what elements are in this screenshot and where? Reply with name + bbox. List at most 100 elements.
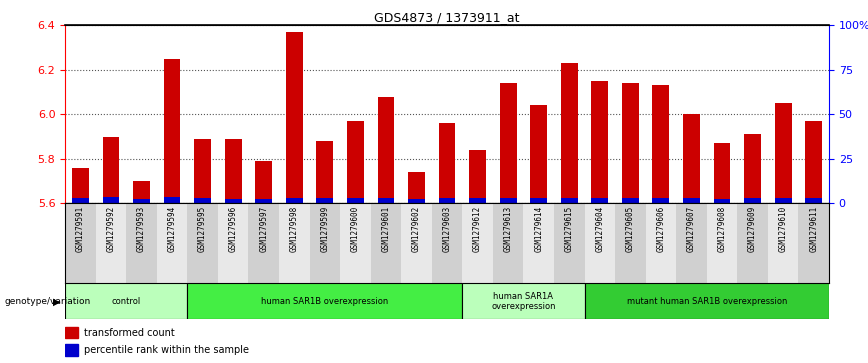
Bar [401, 203, 431, 283]
Bar [683, 114, 700, 203]
Bar [470, 199, 486, 203]
Text: GSM1279595: GSM1279595 [198, 206, 207, 252]
Bar [554, 203, 584, 283]
Text: GSM1279609: GSM1279609 [748, 206, 757, 252]
Text: GSM1279615: GSM1279615 [565, 206, 574, 252]
Text: control: control [112, 297, 141, 306]
Bar [194, 139, 211, 203]
Bar [713, 199, 730, 203]
Bar [347, 199, 364, 203]
Bar [279, 203, 310, 283]
Bar [530, 199, 547, 203]
Text: GSM1279608: GSM1279608 [718, 206, 727, 252]
Bar [133, 199, 150, 203]
Text: GSM1279603: GSM1279603 [443, 206, 451, 252]
Text: GSM1279604: GSM1279604 [595, 206, 604, 252]
Text: GSM1279614: GSM1279614 [534, 206, 543, 252]
Text: GSM1279610: GSM1279610 [779, 206, 787, 252]
Bar [799, 203, 829, 283]
Bar [737, 203, 768, 283]
Bar [225, 199, 241, 203]
Bar [622, 199, 639, 203]
Text: GSM1279597: GSM1279597 [260, 206, 268, 252]
Bar [463, 203, 493, 283]
Bar [248, 203, 279, 283]
Bar [286, 32, 303, 203]
Bar [775, 198, 792, 203]
Bar [500, 198, 516, 203]
Bar [707, 203, 737, 283]
Bar [65, 283, 187, 319]
Bar [378, 198, 394, 203]
Bar [255, 199, 272, 203]
Bar [225, 139, 241, 203]
Text: GSM1279602: GSM1279602 [412, 206, 421, 252]
Text: GSM1279607: GSM1279607 [687, 206, 696, 252]
Bar [371, 203, 401, 283]
Bar [463, 283, 584, 319]
Bar [584, 283, 829, 319]
Bar [408, 199, 424, 203]
Bar [561, 198, 577, 203]
Bar [72, 168, 89, 203]
Text: GSM1279598: GSM1279598 [290, 206, 299, 252]
Bar [378, 97, 394, 203]
Title: GDS4873 / 1373911_at: GDS4873 / 1373911_at [374, 11, 520, 24]
Bar [317, 199, 333, 203]
Bar [622, 83, 639, 203]
Bar [523, 203, 554, 283]
Bar [653, 199, 669, 203]
Bar [286, 199, 303, 203]
Text: GSM1279611: GSM1279611 [809, 206, 819, 252]
Text: GSM1279612: GSM1279612 [473, 206, 482, 252]
Text: mutant human SAR1B overexpression: mutant human SAR1B overexpression [627, 297, 787, 306]
Text: percentile rank within the sample: percentile rank within the sample [84, 345, 249, 355]
Bar [255, 161, 272, 203]
Bar [493, 203, 523, 283]
Text: GSM1279593: GSM1279593 [137, 206, 146, 252]
Bar [591, 81, 608, 203]
Text: genotype/variation: genotype/variation [4, 297, 90, 306]
Text: GSM1279594: GSM1279594 [168, 206, 176, 252]
Bar [126, 203, 157, 283]
Bar [133, 181, 150, 203]
Bar [408, 172, 424, 203]
Bar [806, 121, 822, 203]
Text: GSM1279601: GSM1279601 [381, 206, 391, 252]
Bar [340, 203, 371, 283]
Bar [347, 121, 364, 203]
Bar [646, 203, 676, 283]
Bar [584, 203, 615, 283]
Bar [713, 143, 730, 203]
Bar [164, 197, 181, 203]
Bar [530, 106, 547, 203]
Bar [187, 203, 218, 283]
Bar [561, 63, 577, 203]
Bar [164, 59, 181, 203]
Bar [438, 123, 456, 203]
Bar [431, 203, 463, 283]
Bar [95, 203, 126, 283]
Text: human SAR1A
overexpression: human SAR1A overexpression [491, 291, 556, 311]
Bar [65, 344, 78, 356]
Bar [744, 134, 761, 203]
Bar [65, 203, 95, 283]
Bar [653, 85, 669, 203]
Bar [438, 199, 456, 203]
Text: GSM1279592: GSM1279592 [107, 206, 115, 252]
Bar [744, 199, 761, 203]
Text: GSM1279599: GSM1279599 [320, 206, 329, 252]
Bar [806, 199, 822, 203]
Bar [65, 327, 78, 338]
Bar [218, 203, 248, 283]
Bar [194, 199, 211, 203]
Bar [157, 203, 187, 283]
Bar [470, 150, 486, 203]
Text: GSM1279605: GSM1279605 [626, 206, 635, 252]
Bar [187, 283, 463, 319]
Bar [683, 198, 700, 203]
Text: human SAR1B overexpression: human SAR1B overexpression [261, 297, 389, 306]
Bar [72, 199, 89, 203]
Text: GSM1279606: GSM1279606 [656, 206, 666, 252]
Text: ▶: ▶ [53, 296, 61, 306]
